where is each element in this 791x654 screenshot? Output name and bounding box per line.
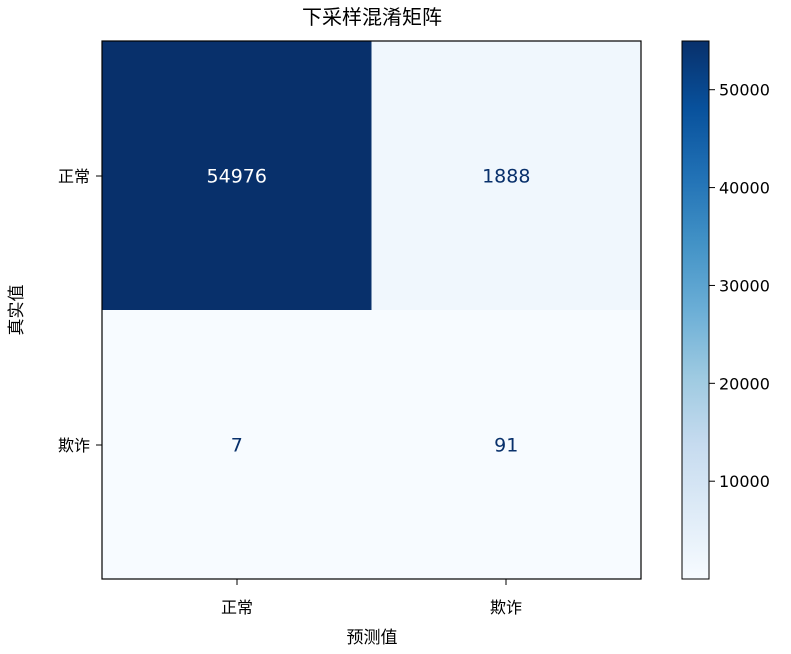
heatmap-cell	[102, 41, 372, 311]
colorbar-tick-label: 50000	[719, 81, 770, 100]
cell-value-label: 54976	[207, 166, 267, 188]
colorbar-tick-label: 10000	[719, 472, 770, 491]
cell-value-label: 7	[231, 435, 243, 457]
colorbar-gradient	[681, 40, 710, 580]
chart-title: 下采样混淆矩阵	[302, 5, 442, 29]
colorbar-tick-label: 20000	[719, 374, 770, 393]
colorbar-ticks: 10000 20000 30000 40000 50000	[709, 81, 770, 491]
x-axis-label: 预测值	[347, 628, 398, 648]
x-tick-label: 正常	[221, 598, 253, 617]
plot-frame	[101, 40, 642, 580]
y-axis-label: 真实值	[7, 285, 27, 336]
colorbar-tick-label: 30000	[719, 276, 770, 295]
x-tick-label: 欺诈	[490, 598, 522, 617]
heatmap-cell	[371, 41, 642, 311]
x-axis: 正常 欺诈 预测值	[221, 579, 522, 648]
heatmap-cell	[371, 310, 642, 580]
colorbar-tick-label: 40000	[719, 179, 770, 198]
heatmap-cell	[102, 310, 372, 580]
colorbar: 10000 20000 30000 40000 50000	[681, 40, 770, 580]
cell-value-label: 1888	[482, 166, 530, 188]
heatmap-cells: 54976 1888 7 91	[102, 41, 642, 580]
y-axis: 正常 欺诈 真实值	[7, 167, 102, 455]
cell-value-label: 91	[494, 435, 518, 457]
y-tick-label: 正常	[58, 167, 90, 186]
y-tick-label: 欺诈	[58, 436, 90, 455]
